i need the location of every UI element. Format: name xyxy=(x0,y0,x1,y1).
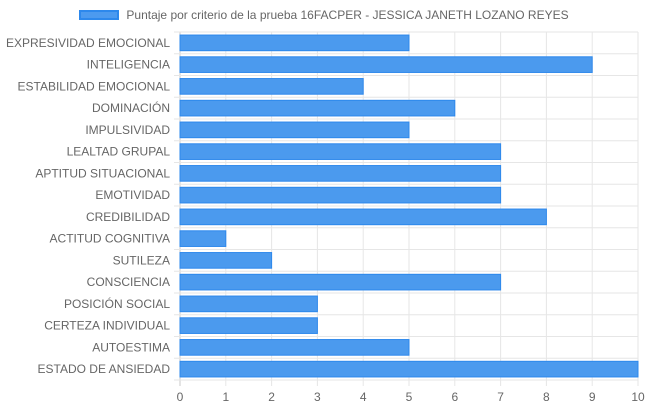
legend-swatch xyxy=(79,10,120,20)
bar xyxy=(179,121,410,139)
x-tick-label: 4 xyxy=(360,390,367,404)
category-label: CERTEZA INDIVIDUAL xyxy=(44,319,170,333)
bar xyxy=(179,165,502,182)
bar xyxy=(179,317,318,334)
x-tick-label: 7 xyxy=(497,390,504,404)
category-label: ACTITUD COGNITIVA xyxy=(50,232,170,246)
x-tick-label: 9 xyxy=(589,390,596,404)
category-label: EXPRESIVIDAD EMOCIONAL xyxy=(6,36,170,50)
category-label: SUTILEZA xyxy=(113,253,170,267)
category-label: APTITUD SITUACIONAL xyxy=(35,166,170,180)
category-label: EMOTIVIDAD xyxy=(95,188,170,202)
bar xyxy=(179,78,364,95)
category-label: IMPULSIVIDAD xyxy=(85,123,170,137)
bar xyxy=(179,143,502,160)
bar xyxy=(179,56,593,73)
bar xyxy=(179,230,227,247)
bar xyxy=(179,252,273,269)
category-label: AUTOESTIMA xyxy=(92,340,170,354)
legend-label: Puntaje por criterio de la prueba 16FACP… xyxy=(126,8,569,22)
category-label: ESTABILIDAD EMOCIONAL xyxy=(18,79,171,93)
category-label: INTELIGENCIA xyxy=(87,58,170,72)
x-tick-label: 5 xyxy=(406,390,413,404)
x-tick-label: 10 xyxy=(631,390,645,404)
bar xyxy=(179,360,639,378)
category-label: ESTADO DE ANSIEDAD xyxy=(38,362,171,376)
x-tick-label: 8 xyxy=(543,390,550,404)
bar xyxy=(179,186,502,204)
x-tick-label: 1 xyxy=(222,390,229,404)
category-label: DOMINACIÓN xyxy=(92,100,170,115)
category-label: CREDIBILIDAD xyxy=(86,210,170,224)
chart-legend[interactable]: Puntaje por criterio de la prueba 16FACP… xyxy=(0,5,648,25)
category-label: POSICIÓN SOCIAL xyxy=(64,296,170,311)
bar xyxy=(179,34,410,52)
category-label: LEALTAD GRUPAL xyxy=(67,145,171,159)
x-tick-label: 2 xyxy=(268,390,275,404)
bar xyxy=(179,339,410,356)
bar xyxy=(179,208,547,226)
bar xyxy=(179,99,456,117)
category-label: CONSCIENCIA xyxy=(87,275,170,289)
x-tick-label: 0 xyxy=(177,390,184,404)
x-tick-label: 3 xyxy=(314,390,321,404)
x-tick-label: 6 xyxy=(451,390,458,404)
bar xyxy=(179,295,318,313)
bar xyxy=(179,273,502,291)
